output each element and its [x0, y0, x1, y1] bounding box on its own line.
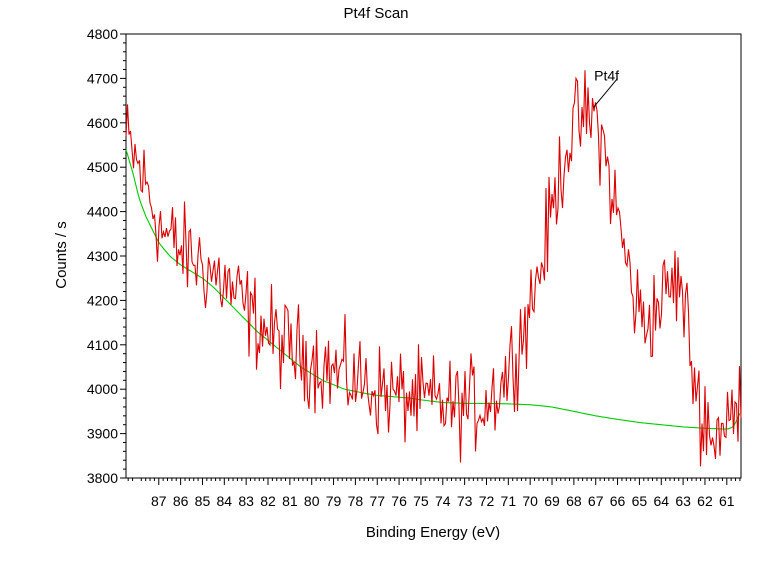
- x-tick-label: 68: [566, 493, 582, 509]
- annotation-group: Pt4f: [593, 67, 619, 108]
- x-tick-label: 84: [217, 493, 233, 509]
- x-tick-label: 80: [304, 493, 320, 509]
- x-axis-title: Binding Energy (eV): [366, 524, 500, 541]
- x-tick-label: 65: [632, 493, 648, 509]
- x-tick-label: 83: [238, 493, 254, 509]
- x-tick-label: 82: [260, 493, 276, 509]
- chart-title: Pt4f Scan: [343, 5, 408, 22]
- y-tick-label: 4600: [87, 115, 118, 131]
- annotation-label: Pt4f: [594, 67, 619, 83]
- x-tick-label: 63: [675, 493, 691, 509]
- y-tick-label: 4400: [87, 204, 118, 220]
- x-tick-label: 86: [173, 493, 189, 509]
- series-spectrum-line: [125, 70, 742, 467]
- x-tick-label: 85: [195, 493, 211, 509]
- y-tick-label: 3800: [87, 470, 118, 486]
- x-tick-label: 62: [697, 493, 713, 509]
- y-tick-label: 4800: [87, 26, 118, 42]
- plot-area: [125, 70, 742, 467]
- y-axis: 3800 3900 4000 4100 4200 4300 4400 4500 4600 4700…: [87, 26, 126, 486]
- x-tick-label: 64: [653, 493, 669, 509]
- y-tick-label: 4300: [87, 248, 118, 264]
- x-tick-label: 74: [435, 493, 451, 509]
- x-tick-label: 81: [282, 493, 298, 509]
- x-tick-label: 75: [413, 493, 429, 509]
- series-background-line: [125, 149, 741, 430]
- x-tick-label: 61: [719, 493, 735, 509]
- plot-frame: [125, 33, 742, 479]
- y-axis-title: Counts / s: [53, 221, 70, 289]
- y-tick-label: 4200: [87, 292, 118, 308]
- y-tick-label: 3900: [87, 426, 118, 442]
- x-tick-label: 77: [369, 493, 385, 509]
- x-tick-label: 69: [544, 493, 560, 509]
- x-tick-label: 67: [588, 493, 604, 509]
- x-tick-label: 70: [522, 493, 538, 509]
- x-tick-label: 73: [457, 493, 473, 509]
- x-axis: 87 86 85 84 83 82 81 80 79 78 77 76 75 74 73 72 71 70 69 68…: [127, 478, 741, 509]
- x-tick-label: 72: [479, 493, 495, 509]
- y-tick-label: 4100: [87, 337, 118, 353]
- x-tick-label: 79: [326, 493, 342, 509]
- x-tick-label: 87: [151, 493, 167, 509]
- y-tick-label: 4700: [87, 70, 118, 86]
- x-tick-label: 78: [348, 493, 364, 509]
- annotation-pointer: [593, 78, 618, 108]
- x-tick-label: 71: [501, 493, 517, 509]
- x-tick-label: 76: [391, 493, 407, 509]
- y-tick-label: 4500: [87, 159, 118, 175]
- x-tick-label: 66: [610, 493, 626, 509]
- y-tick-label: 4000: [87, 381, 118, 397]
